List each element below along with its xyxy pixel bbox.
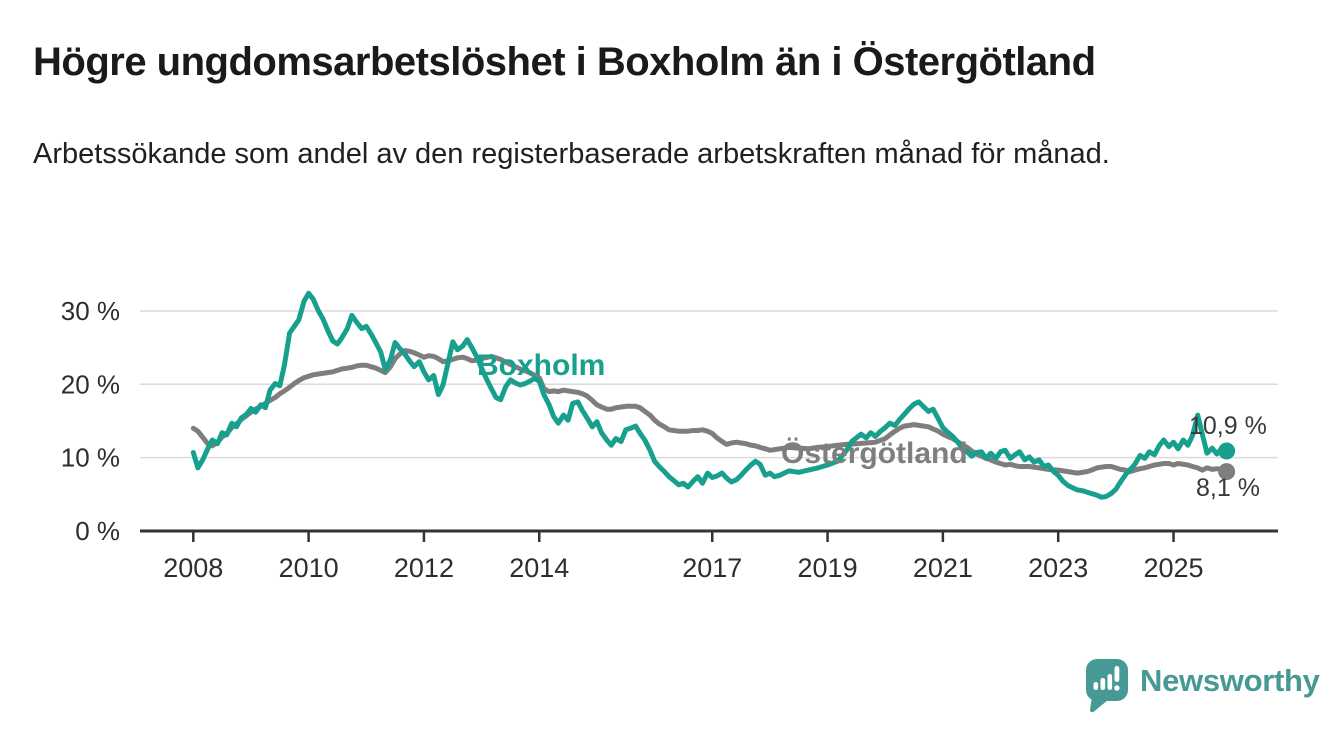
y-tick-label-30: 30 % [61, 296, 120, 326]
x-axis: 2008 2010 2012 2014 2017 2019 2021 2023 2025 [140, 529, 1278, 583]
boxholm-end-marker [1218, 442, 1236, 460]
newsworthy-logo: Newsworthy [1086, 659, 1321, 713]
newsworthy-logo-text: Newsworthy [1140, 663, 1321, 698]
x-tick-label-2014: 2014 [509, 553, 569, 583]
östergötland-line [190, 348, 1230, 476]
boxholm-end-value-label: 10,9 % [1189, 412, 1267, 440]
boxholm-line [190, 290, 1230, 500]
y-axis-labels: 0 % 10 % 20 % 30 % [61, 296, 120, 546]
chart-subtitle: Arbetssökande som andel av den registerb… [33, 138, 1110, 170]
y-tick-label-0: 0 % [75, 516, 120, 546]
page-title: Högre ungdomsarbetslöshet i Boxholm än i… [33, 40, 1096, 84]
gridlines [140, 310, 1278, 459]
x-tick-label-2017: 2017 [682, 553, 742, 583]
y-tick-label-10: 10 % [61, 443, 120, 473]
ostergotland-end-value-label: 8,1 % [1196, 474, 1260, 502]
x-tick-label-2025: 2025 [1143, 553, 1203, 583]
x-tick-label-2019: 2019 [798, 553, 858, 583]
x-tick-label-2010: 2010 [279, 553, 339, 583]
x-tick-label-2012: 2012 [394, 553, 454, 583]
newsworthy-logo-icon [1086, 659, 1128, 713]
boxholm-series-label: Boxholm [477, 349, 605, 382]
series-lines [190, 290, 1236, 500]
x-tick-label-2008: 2008 [163, 553, 223, 583]
x-tick-label-2023: 2023 [1028, 553, 1088, 583]
östergötland-end-marker [1218, 463, 1236, 481]
y-tick-label-20: 20 % [61, 369, 120, 399]
x-tick-label-2021: 2021 [913, 553, 973, 583]
ostergotland-series-label: Östergötland [781, 437, 968, 470]
